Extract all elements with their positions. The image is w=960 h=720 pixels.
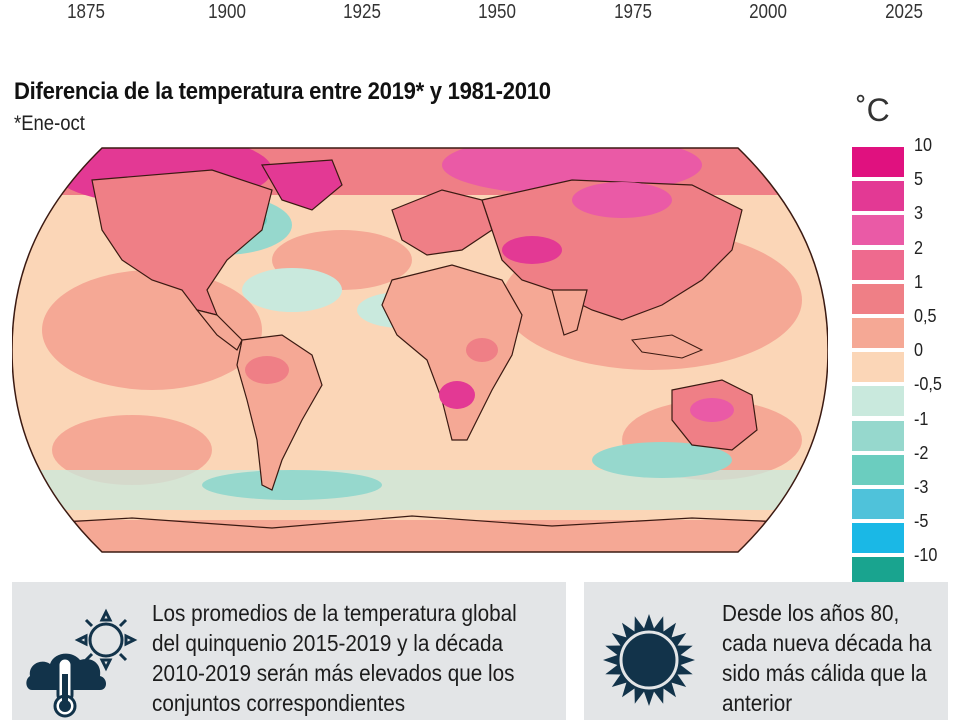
globe-outline [12, 147, 828, 553]
info-text-left: Los promedios de la temperatura global d… [152, 600, 517, 716]
weather-thermometer-icon [22, 604, 142, 720]
year-tick: 1900 [208, 1, 246, 23]
legend-swatch [852, 283, 904, 314]
legend-unit: ˚C [856, 92, 890, 128]
year-axis: 1875 1900 1925 1950 1975 2000 2025 [0, 0, 960, 30]
legend-swatch [852, 420, 904, 451]
legend-label: -10 [914, 545, 938, 566]
year-tick: 1875 [67, 1, 105, 23]
legend-label: 0 [914, 340, 924, 361]
year-tick: 1950 [478, 1, 516, 23]
hot-patch [690, 398, 734, 422]
legend-label: -0,5 [914, 374, 942, 395]
continent-indonesia [631, 334, 704, 359]
cool-patch [242, 268, 342, 312]
legend-swatch [852, 352, 904, 383]
temperature-anomaly-map [12, 140, 828, 560]
legend-label: 2 [914, 237, 924, 258]
sun-icon [594, 610, 704, 720]
map-subtitle: *Ene-oct [14, 112, 85, 135]
legend-label: 3 [914, 203, 924, 224]
legend-swatch [852, 386, 904, 417]
year-tick: 2025 [885, 1, 923, 23]
cool-patch [592, 442, 732, 478]
antarctica-coast [12, 515, 828, 529]
continent-africa [381, 264, 523, 441]
info-box-left: Los promedios de la temperatura global d… [12, 582, 566, 720]
arctic-hot [442, 148, 702, 195]
hot-patch [572, 182, 672, 218]
legend-swatch [852, 318, 904, 348]
legend-label: 5 [914, 169, 924, 190]
legend-swatch [852, 523, 904, 554]
continent-greenland [261, 159, 343, 211]
continent-india [551, 289, 588, 336]
legend-label: 0,5 [914, 306, 937, 326]
legend-label: -1 [914, 408, 929, 429]
antarctica-band [12, 520, 828, 552]
legend-swatch [852, 454, 904, 485]
legend-label: -3 [914, 477, 929, 497]
legend-label: 1 [914, 271, 924, 292]
legend-label: -2 [914, 442, 929, 463]
cool-patch [202, 470, 382, 500]
legend-label: 10 [914, 135, 933, 155]
hot-patch [502, 236, 562, 264]
info-text-right: Desde los años 80, cada nueva década ha … [722, 600, 932, 716]
southern-ocean-cool [12, 470, 828, 510]
continent-central-america [195, 308, 243, 351]
map-title: Diferencia de la temperatura entre 2019*… [14, 78, 551, 105]
year-tick: 1975 [614, 1, 652, 23]
warm-patch [245, 356, 289, 384]
year-tick: 2000 [749, 1, 787, 23]
legend-swatch [852, 249, 904, 280]
continent-europe [391, 189, 493, 256]
world-map-svg [12, 147, 828, 553]
year-tick: 1925 [343, 1, 381, 23]
colorbar-legend: ˚C 10 5 3 2 1 0,5 0 -0,5 -1 -2 -3 -5 -10 [852, 92, 952, 588]
legend-swatch [852, 147, 904, 177]
legend-swatch [852, 489, 904, 519]
hot-patch [439, 381, 475, 409]
legend-label: -5 [914, 511, 929, 532]
warm-patch [52, 415, 212, 485]
warm-patch [466, 338, 498, 362]
legend-swatch [852, 181, 904, 212]
legend-swatch [852, 215, 904, 246]
info-box-right: Desde los años 80, cada nueva década ha … [584, 582, 948, 720]
continent-asia [481, 179, 743, 321]
